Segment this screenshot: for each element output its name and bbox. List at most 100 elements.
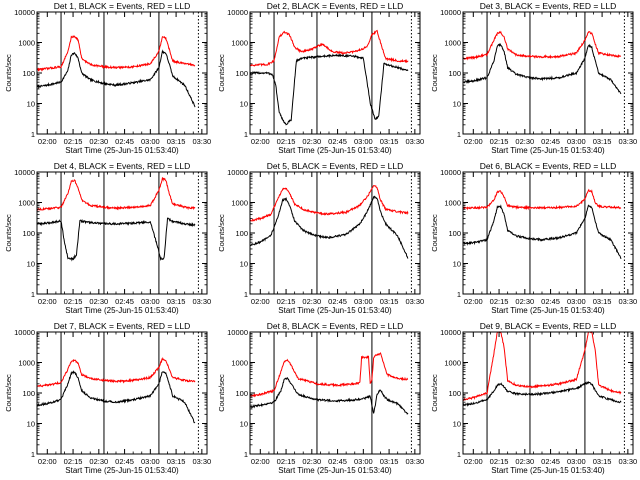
y-tick-label: 1 [457,450,461,459]
plot-frame [249,11,421,135]
x-tick-label: 02:45 [328,457,347,466]
x-tick-label: 03:30 [405,137,424,146]
x-tick-label: 03:00 [141,137,160,146]
x-tick-label: 02:15 [277,457,296,466]
series-line-lld [249,29,409,67]
x-tick-label: 02:15 [64,297,83,306]
y-tick-label: 1 [244,290,248,299]
plot-frame [462,171,634,295]
plot-frame [36,11,208,135]
x-tick-label: 03:15 [167,137,186,146]
y-tick-label: 100 [22,389,35,398]
y-tick-label: 1 [31,290,35,299]
x-tick-label: 02:45 [541,137,560,146]
x-tick-label: 02:15 [277,297,296,306]
y-tick-label: 10 [453,100,461,109]
y-tick-label: 1000 [18,39,35,48]
y-tick-label: 1 [31,130,35,139]
x-tick-label: 03:30 [405,297,424,306]
plot-frame [249,331,421,455]
y-tick-label: 10000 [227,168,248,177]
chart-panel: Det 4, BLACK = Events, RED = LLD 1 10 100 10… [4,161,211,315]
x-tick-label: 02:00 [38,297,57,306]
series-line-lld [36,35,196,72]
y-tick-label: 10000 [14,168,35,177]
x-tick-label: 03:30 [618,137,637,146]
y-tick-label: 100 [235,229,248,238]
y-axis-label: Counts/sec [4,54,13,92]
chart-title: Det 8, BLACK = Events, RED = LLD [267,321,404,331]
x-tick-label: 03:15 [593,137,612,146]
y-tick-label: 100 [448,229,461,238]
chart-panel: Det 2, BLACK = Events, RED = LLD 1 10 100 10… [217,1,424,155]
x-axis-label: Start Time (25-Jun-15 01:53:40) [491,146,605,155]
x-tick-label: 03:30 [192,297,211,306]
x-axis-label: Start Time (25-Jun-15 01:53:40) [278,146,392,155]
x-tick-label: 03:15 [593,457,612,466]
series-line-events [462,204,622,260]
y-axis-label: Counts/sec [4,214,13,252]
x-axis-label: Start Time (25-Jun-15 01:53:40) [491,306,605,315]
x-axis-label: Start Time (25-Jun-15 01:53:40) [278,306,392,315]
chart-panel: Det 5, BLACK = Events, RED = LLD 1 10 100 10… [217,161,424,315]
y-tick-label: 1000 [444,359,461,368]
x-tick-label: 02:00 [38,137,57,146]
y-axis-label: Counts/sec [4,374,13,412]
x-tick-label: 02:30 [302,457,321,466]
plot-frame [462,11,634,135]
x-axis-label: Start Time (25-Jun-15 01:53:40) [278,466,392,475]
x-tick-label: 02:15 [64,457,83,466]
x-tick-label: 03:30 [192,137,211,146]
y-tick-label: 10000 [227,328,248,337]
y-tick-label: 10 [240,260,248,269]
x-tick-label: 02:30 [515,297,534,306]
chart-title: Det 9, BLACK = Events, RED = LLD [480,321,617,331]
x-tick-label: 03:00 [567,137,586,146]
y-axis-label: Counts/sec [217,214,226,252]
series-line-events [249,195,409,259]
y-tick-label: 10000 [440,8,461,17]
y-tick-label: 10000 [440,328,461,337]
chart-panel: Det 1, BLACK = Events, RED = LLD 1 10 100 10… [4,1,211,155]
chart-title: Det 1, BLACK = Events, RED = LLD [54,1,191,11]
y-tick-label: 100 [22,69,35,78]
x-tick-label: 02:30 [89,457,108,466]
y-tick-label: 1 [244,130,248,139]
series-line-events [462,42,622,95]
chart-panel: Det 3, BLACK = Events, RED = LLD 1 10 100 10… [430,1,637,155]
x-tick-label: 02:15 [64,137,83,146]
x-tick-label: 03:30 [405,457,424,466]
x-axis-label: Start Time (25-Jun-15 01:53:40) [65,306,179,315]
y-tick-label: 10 [453,260,461,269]
chart-panel: Det 6, BLACK = Events, RED = LLD 1 10 100 10… [430,161,637,315]
y-tick-label: 1 [457,290,461,299]
x-tick-label: 02:15 [490,297,509,306]
x-tick-label: 02:30 [515,457,534,466]
chart-title: Det 5, BLACK = Events, RED = LLD [267,161,404,171]
x-tick-label: 02:45 [328,297,347,306]
x-tick-label: 03:15 [380,457,399,466]
x-tick-label: 02:45 [115,297,134,306]
chart-title: Det 6, BLACK = Events, RED = LLD [480,161,617,171]
series-line-events [36,217,196,262]
y-tick-label: 10000 [14,328,35,337]
x-tick-label: 02:00 [251,137,270,146]
chart-panel: Det 7, BLACK = Events, RED = LLD 1 10 100 10… [4,321,211,475]
y-tick-label: 10000 [440,168,461,177]
y-tick-label: 1 [31,450,35,459]
chart-title: Det 4, BLACK = Events, RED = LLD [54,161,191,171]
y-tick-label: 100 [22,229,35,238]
series-line-lld [462,330,622,402]
series-line-events [249,53,409,126]
y-tick-label: 10 [27,100,35,109]
x-tick-label: 03:00 [354,297,373,306]
y-tick-label: 100 [448,389,461,398]
x-tick-label: 02:30 [515,137,534,146]
x-axis-label: Start Time (25-Jun-15 01:53:40) [65,466,179,475]
plot-frame [36,171,208,295]
x-tick-label: 02:00 [38,457,57,466]
y-axis-label: Counts/sec [430,374,439,412]
chart-panel: Det 9, BLACK = Events, RED = LLD 1 10 100 10… [430,321,637,475]
y-tick-label: 10 [240,420,248,429]
x-axis-label: Start Time (25-Jun-15 01:53:40) [65,146,179,155]
